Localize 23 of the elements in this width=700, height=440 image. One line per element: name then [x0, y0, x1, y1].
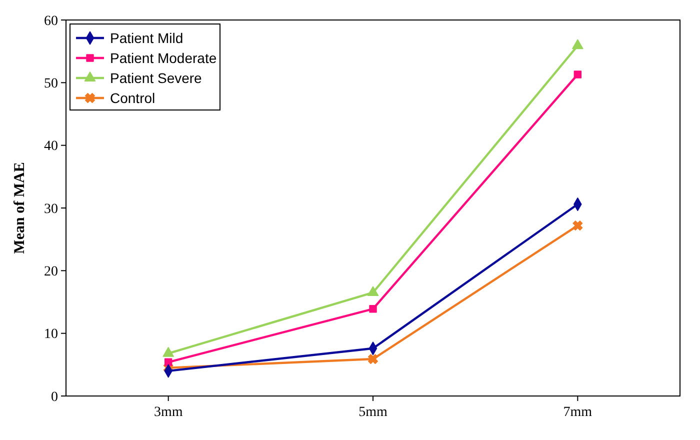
- legend-label: Patient Moderate: [110, 50, 217, 66]
- point: [572, 39, 584, 50]
- point: [369, 305, 377, 313]
- x-tick-label: 7mm: [563, 405, 592, 420]
- x-tick-label: 5mm: [358, 405, 388, 420]
- point: [572, 220, 583, 231]
- point: [164, 358, 172, 366]
- x-tick-label: 3mm: [154, 405, 183, 420]
- y-tick-label: 50: [44, 76, 58, 92]
- y-tick-label: 10: [44, 327, 58, 342]
- y-tick-label: 20: [44, 264, 58, 280]
- y-tick-label: 30: [44, 202, 58, 217]
- y-tick-label: 40: [44, 139, 58, 154]
- legend-label: Control: [110, 90, 156, 106]
- y-tick-label: 60: [44, 14, 58, 29]
- legend-label: Patient Severe: [110, 70, 202, 86]
- legend-label: Patient Mild: [110, 30, 184, 46]
- y-tick-label: 0: [51, 390, 58, 405]
- point: [368, 354, 378, 364]
- point: [162, 347, 174, 357]
- y-axis-title: Mean of MAE: [12, 162, 28, 254]
- point: [574, 70, 582, 78]
- point: [367, 286, 379, 296]
